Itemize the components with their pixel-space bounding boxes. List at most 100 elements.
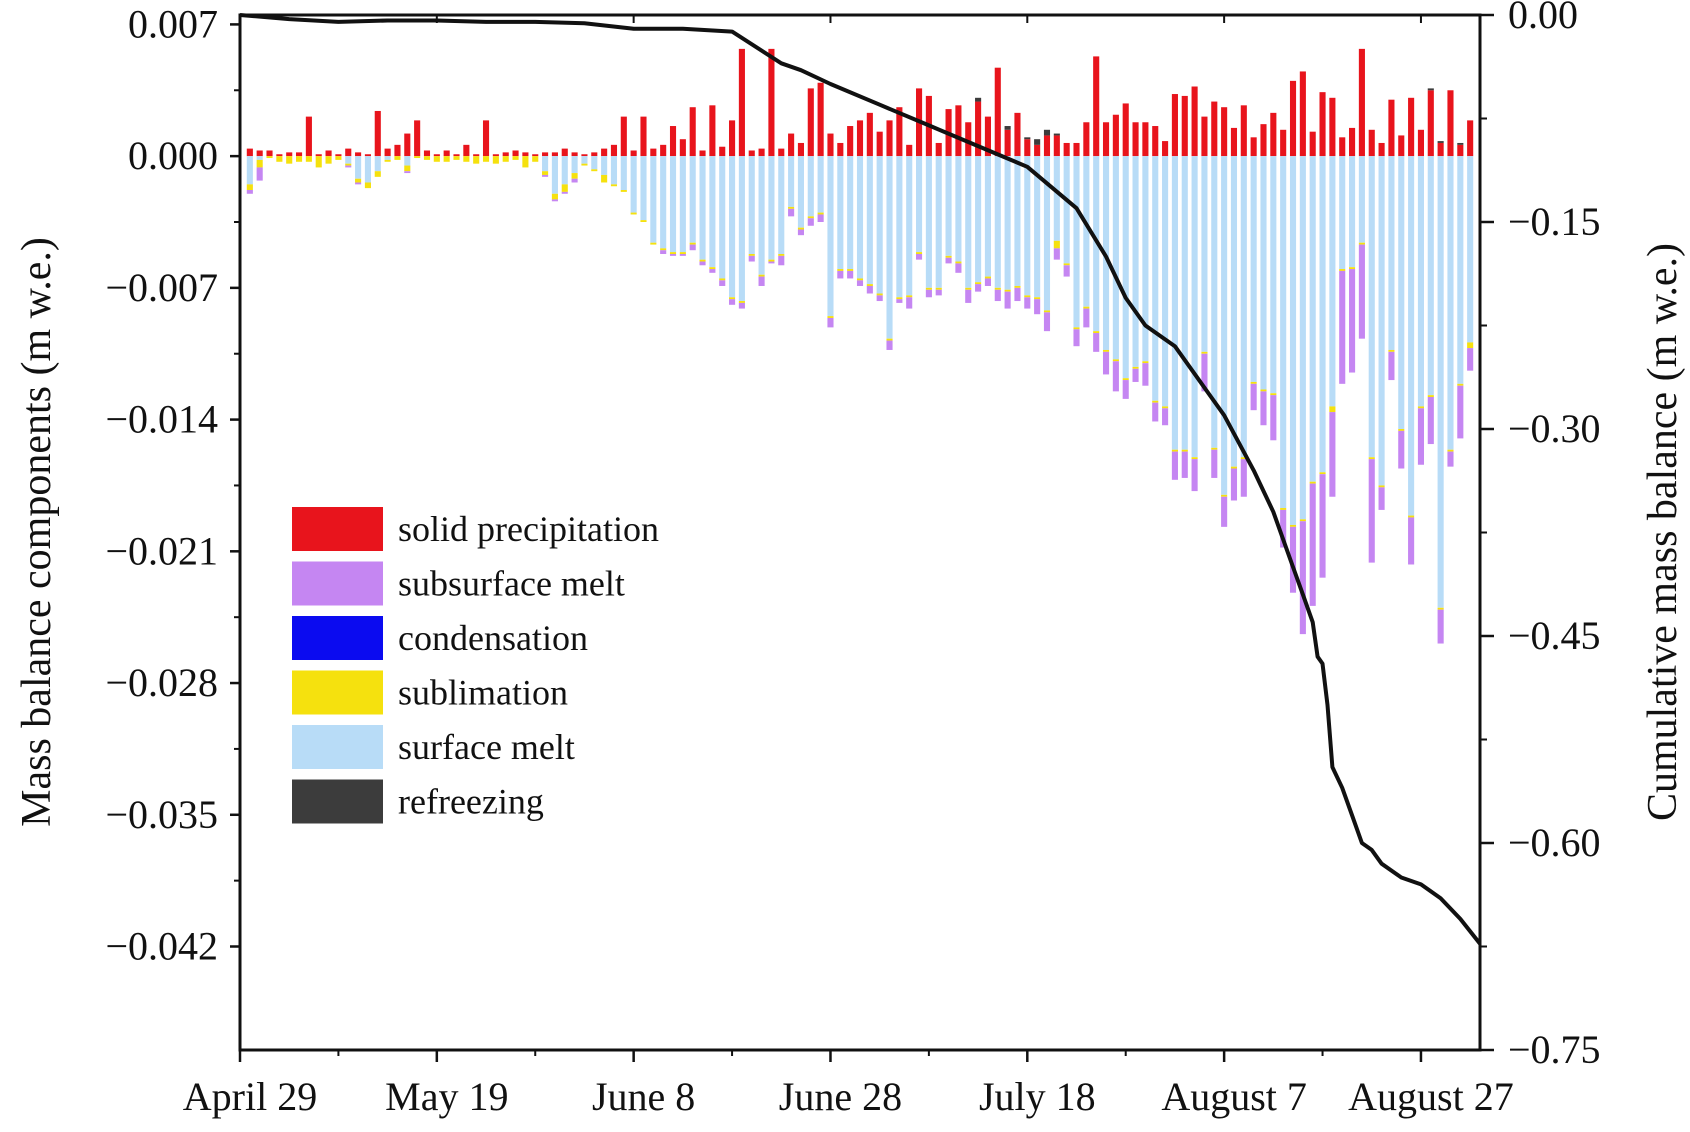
bar-sublimation bbox=[443, 156, 450, 162]
bar-solid-precipitation bbox=[620, 116, 627, 157]
bar-sublimation bbox=[1388, 349, 1395, 352]
legend-swatch-subsurface-melt bbox=[292, 561, 383, 606]
bar-surface-melt bbox=[876, 156, 883, 294]
bar-solid-precipitation bbox=[532, 154, 539, 157]
bar-subsurface-melt bbox=[1250, 383, 1257, 411]
bar-solid-precipitation bbox=[1191, 86, 1198, 157]
bar-subsurface-melt bbox=[1447, 451, 1454, 467]
bar-sublimation bbox=[1093, 331, 1100, 334]
legend-swatch-refreezing bbox=[292, 779, 383, 824]
bar-solid-precipitation bbox=[463, 144, 470, 157]
bar-sublimation bbox=[1447, 449, 1454, 452]
bar-subsurface-melt bbox=[758, 276, 765, 286]
bar-subsurface-melt bbox=[817, 214, 824, 222]
bar-subsurface-melt bbox=[768, 261, 775, 264]
bar-solid-precipitation bbox=[522, 152, 529, 157]
bar-surface-melt bbox=[571, 156, 578, 174]
bar-subsurface-melt bbox=[1053, 248, 1060, 260]
bar-subsurface-melt bbox=[1043, 312, 1051, 332]
bar-sublimation bbox=[581, 163, 588, 166]
bar-surface-melt bbox=[1221, 156, 1228, 495]
bar-sublimation bbox=[610, 184, 618, 187]
bar-surface-melt bbox=[669, 156, 677, 253]
bar-sublimation bbox=[1171, 449, 1178, 452]
bar-solid-precipitation bbox=[827, 133, 834, 157]
legend-label-sublimation: sublimation bbox=[398, 673, 568, 713]
bar-sublimation bbox=[1211, 447, 1218, 450]
bar-solid-precipitation bbox=[778, 148, 785, 157]
bar-subsurface-melt bbox=[886, 340, 893, 350]
bar-solid-precipitation bbox=[492, 154, 499, 157]
bar-surface-melt bbox=[1408, 156, 1415, 516]
bar-sublimation bbox=[364, 182, 371, 189]
bar-sublimation bbox=[817, 212, 824, 215]
bar-sublimation bbox=[286, 156, 293, 164]
bar-solid-precipitation bbox=[482, 120, 490, 157]
legend-swatch-surface-melt bbox=[292, 725, 383, 769]
bar-solid-precipitation bbox=[1299, 71, 1306, 157]
bar-solid-precipitation bbox=[295, 152, 303, 157]
bar-solid-precipitation bbox=[581, 154, 588, 157]
bar-subsurface-melt bbox=[699, 261, 706, 266]
bar-surface-melt bbox=[1427, 156, 1434, 396]
bar-subsurface-melt bbox=[679, 253, 686, 256]
bar-subsurface-melt bbox=[1073, 329, 1080, 347]
bar-subsurface-melt bbox=[1171, 451, 1178, 480]
bar-surface-melt bbox=[1319, 156, 1326, 473]
right-tick-label: −0.45 bbox=[1508, 613, 1601, 658]
bar-sublimation bbox=[1398, 429, 1405, 431]
bar-sublimation bbox=[994, 287, 1001, 290]
bar-solid-precipitation bbox=[1339, 137, 1346, 157]
bar-surface-melt bbox=[915, 156, 923, 253]
bar-surface-melt bbox=[581, 156, 588, 164]
bar-sublimation bbox=[532, 156, 539, 162]
bar-sublimation bbox=[758, 274, 765, 277]
bar-sublimation bbox=[601, 174, 608, 183]
bar-subsurface-melt bbox=[1358, 244, 1365, 339]
bar-solid-precipitation bbox=[1102, 122, 1110, 157]
bar-solid-precipitation bbox=[384, 148, 391, 157]
bar-sublimation bbox=[1240, 457, 1247, 460]
bar-surface-melt bbox=[994, 156, 1001, 288]
bar-subsurface-melt bbox=[669, 253, 677, 256]
bar-surface-melt bbox=[660, 156, 667, 249]
bar-sublimation bbox=[295, 156, 303, 162]
bar-sublimation bbox=[975, 282, 982, 285]
bar-surface-melt bbox=[404, 156, 411, 166]
bar-surface-melt bbox=[1063, 156, 1070, 264]
bar-surface-melt bbox=[1230, 156, 1238, 467]
bar-surface-melt bbox=[640, 156, 647, 221]
bar-solid-precipitation bbox=[1014, 112, 1021, 157]
bar-surface-melt bbox=[551, 156, 558, 194]
bar-solid-precipitation bbox=[1240, 105, 1247, 157]
bar-sublimation bbox=[1358, 242, 1365, 245]
bar-surface-melt bbox=[827, 156, 834, 317]
bar-subsurface-melt bbox=[1368, 459, 1375, 563]
bar-sublimation bbox=[473, 156, 480, 164]
bar-solid-precipitation bbox=[1270, 112, 1277, 157]
bar-sublimation bbox=[1408, 515, 1415, 518]
bar-solid-precipitation bbox=[955, 105, 962, 157]
left-tick-label: 0.007 bbox=[128, 1, 218, 46]
bar-solid-precipitation bbox=[994, 67, 1001, 157]
left-tick-label: −0.021 bbox=[105, 528, 218, 573]
bar-subsurface-melt bbox=[965, 289, 972, 303]
bar-sublimation bbox=[1201, 351, 1208, 354]
bar-solid-precipitation bbox=[355, 152, 362, 157]
bar-subsurface-melt bbox=[542, 174, 549, 177]
bar-surface-melt bbox=[561, 156, 568, 185]
bar-solid-precipitation bbox=[502, 152, 509, 157]
bar-solid-precipitation bbox=[1201, 116, 1208, 157]
bar-surface-melt bbox=[1171, 156, 1178, 450]
bar-subsurface-melt bbox=[1260, 391, 1267, 426]
bar-sublimation bbox=[1349, 267, 1356, 270]
bar-subsurface-melt bbox=[1024, 297, 1031, 309]
bar-subsurface-melt bbox=[660, 250, 667, 254]
x-tick-label: May 19 bbox=[385, 1074, 508, 1119]
bar-solid-precipitation bbox=[837, 142, 844, 157]
bar-surface-melt bbox=[1112, 156, 1119, 360]
bar-subsurface-melt bbox=[1289, 526, 1297, 593]
right-tick-label: −0.75 bbox=[1508, 1027, 1601, 1072]
bar-sublimation bbox=[246, 184, 253, 191]
bar-solid-precipitation bbox=[965, 122, 972, 157]
